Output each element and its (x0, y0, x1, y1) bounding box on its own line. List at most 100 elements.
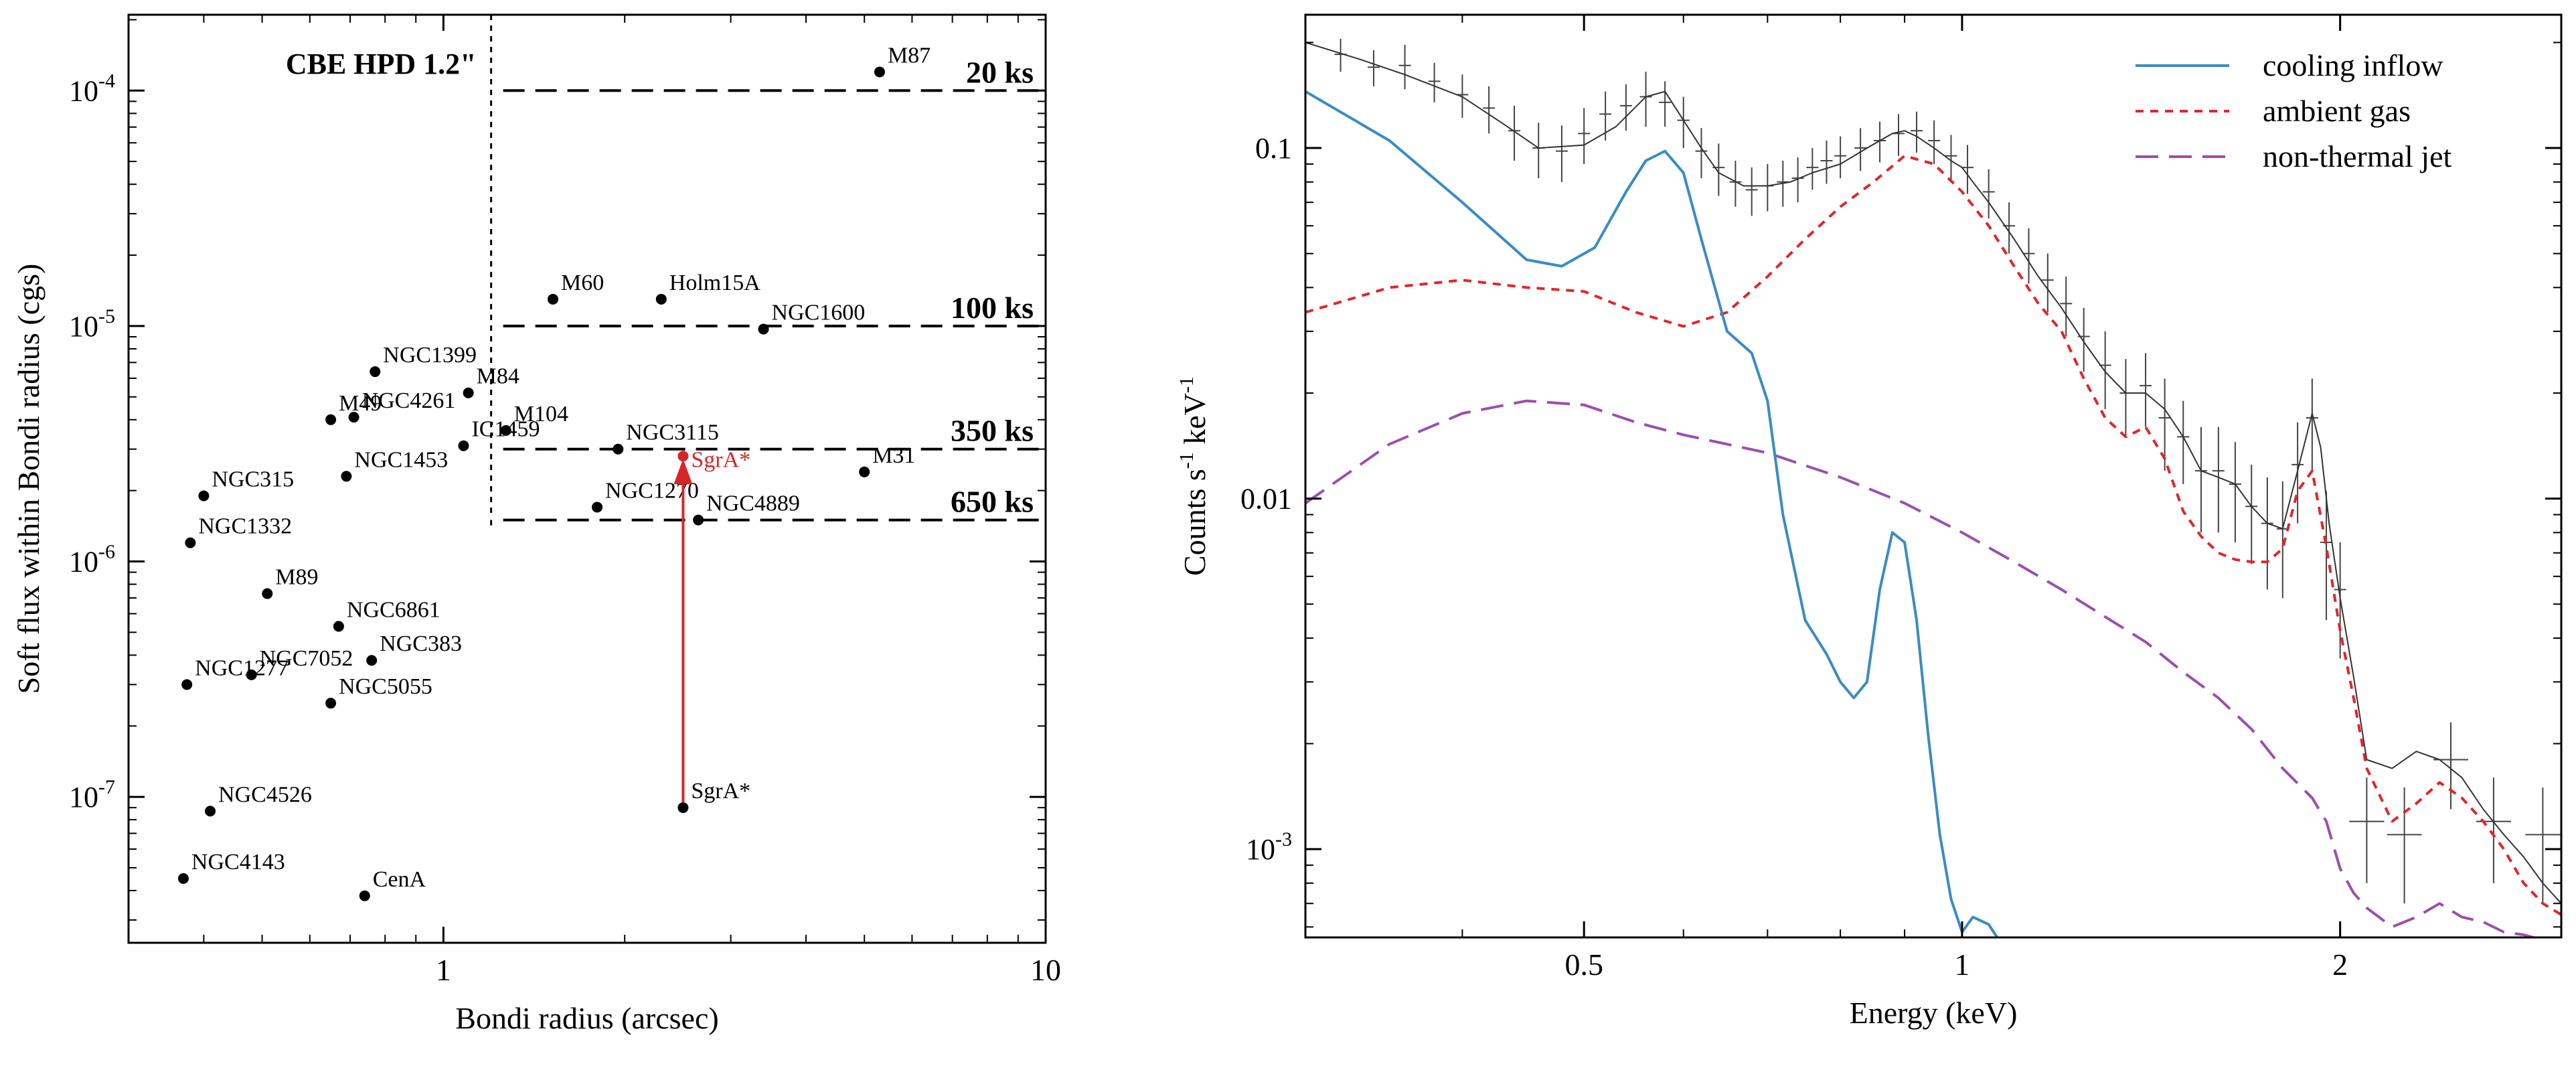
data-point (1367, 50, 1380, 86)
data-point (1483, 86, 1496, 134)
point-holm15a (655, 293, 667, 305)
sgra-upper-point (677, 451, 689, 462)
data-point (2077, 307, 2090, 372)
data-point (2525, 787, 2561, 904)
data-point (2099, 331, 2111, 409)
point-m104 (500, 425, 511, 436)
energy-tick-label-2: 2 (2332, 947, 2348, 982)
point-m49 (325, 414, 337, 425)
series-ambient-gas (1305, 154, 2561, 916)
exposure-label-650-ks: 650 ks (951, 485, 1034, 519)
point-cena (359, 890, 370, 901)
data-point (1428, 62, 1441, 102)
data-point (2320, 491, 2333, 621)
data-point (1677, 96, 1690, 149)
exposure-label-100-ks: 100 ks (951, 291, 1034, 325)
point-label-ngc383: NGC383 (380, 631, 462, 656)
point-m87 (874, 66, 885, 78)
data-point (1712, 143, 1725, 196)
point-ngc7052 (246, 669, 257, 680)
left-y-axis-label: Soft flux within Bondi radius (cgs) (11, 264, 46, 694)
data-point (2022, 228, 2035, 284)
counts-tick-label-0-1: 0.1 (1255, 132, 1292, 165)
data-point (1578, 108, 1591, 165)
series-non-thermal-jet (1305, 399, 2539, 937)
point-ngc4889 (693, 514, 704, 526)
point-ngc3115 (613, 443, 624, 455)
data-point (1398, 44, 1411, 90)
x-tick-label-10: 10 (1030, 953, 1061, 987)
data-point (1910, 111, 1923, 153)
point-ngc4143 (177, 873, 189, 885)
data-point (2041, 253, 2054, 313)
spectrum-legend: cooling inflow ambient gas non-thermal jet (2136, 48, 2452, 173)
point-m60 (547, 293, 558, 305)
left-axis-ticks: 1 10 10-4 10-5 10-6 10-7 (69, 15, 1061, 987)
point-label-ngc4526: NGC4526 (218, 782, 312, 807)
data-point (1745, 167, 1758, 216)
energy-tick-label-0-5: 0.5 (1564, 947, 1603, 982)
ylabel-part-d: -1 (1176, 376, 1198, 393)
sgra-arrow-head (673, 459, 693, 485)
point-ngc4261 (348, 412, 359, 423)
point-ngc4526 (205, 806, 216, 817)
point-label-m31: M31 (872, 443, 915, 468)
exposure-label-20-ks: 20 ks (966, 55, 1034, 89)
data-point (2119, 359, 2132, 437)
right-plot-frame (1304, 13, 2563, 939)
point-label-ngc4889: NGC4889 (706, 491, 800, 516)
point-ngc1600 (758, 323, 769, 335)
xray-spectrum-chart: 0.5 1 2 0.1 0.01 10-3 cooling inflow ambient g… (1176, 13, 2563, 1030)
data-point (2003, 202, 2016, 254)
legend-label-ambient-gas: ambient gas (2263, 94, 2411, 128)
data-point (1854, 128, 1867, 171)
sgra-upper-label: SgrA* (691, 447, 750, 472)
data-point (2194, 427, 2207, 533)
point-label-cena: CenA (373, 867, 426, 892)
data-point (1532, 123, 1545, 179)
y-tick-label--6: 10-6 (69, 540, 115, 578)
data-point (2349, 777, 2385, 883)
point-label-ic1459: IC1459 (471, 417, 540, 442)
ylabel-part-c: keV (1178, 393, 1212, 452)
data-point (1834, 136, 1847, 179)
point-label-ngc3115: NGC3115 (626, 421, 719, 445)
exposure-label-350-ks: 350 ks (951, 414, 1034, 448)
point-ngc1270 (592, 502, 603, 513)
y-tick-label--4: 10-4 (69, 70, 115, 107)
data-point (2212, 427, 2225, 533)
data-point (2306, 378, 2318, 471)
point-m84 (463, 387, 474, 398)
point-label-ngc1277: NGC1277 (195, 656, 289, 680)
point-ngc6861 (333, 621, 344, 632)
point-m89 (262, 588, 273, 599)
data-point (1961, 145, 1974, 194)
point-ngc5055 (325, 698, 337, 709)
point-ngc1277 (181, 679, 193, 690)
data-point (1892, 114, 1905, 156)
data-point (1695, 128, 1708, 179)
data-point (2158, 378, 2171, 471)
point-ic1459 (458, 440, 469, 451)
data-point (1508, 105, 1521, 161)
point-label-m60: M60 (561, 271, 604, 295)
point-m31 (859, 466, 870, 477)
sgra-arrow: SgrA* (673, 447, 750, 803)
data-point (1928, 120, 1941, 165)
data-point (1945, 135, 1957, 180)
point-ngc1399 (370, 366, 381, 378)
data-point (2276, 481, 2289, 599)
point-label-ngc5055: NGC5055 (339, 674, 432, 699)
data-point (1820, 140, 1833, 184)
data-point (2387, 787, 2422, 904)
left-plot-frame (127, 13, 1047, 944)
point-label-ngc4143: NGC4143 (191, 850, 285, 874)
data-point (2433, 722, 2468, 810)
left-reference-lines: 20 ks 100 ks 350 ks 650 ks (490, 15, 1043, 527)
data-point (1555, 125, 1568, 182)
left-x-axis-label: Bondi radius (arcsec) (455, 1001, 718, 1035)
series-total-model (1305, 42, 2561, 904)
point-label-m84: M84 (477, 364, 519, 389)
